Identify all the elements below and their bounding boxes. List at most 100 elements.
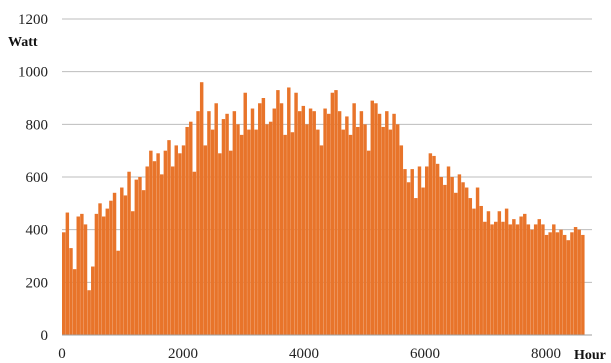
bar (145, 166, 149, 335)
bar (410, 169, 414, 335)
y-tick-label: 0 (41, 328, 49, 344)
bar (461, 182, 465, 335)
bar (370, 100, 375, 335)
bar (308, 108, 313, 335)
bar (272, 108, 276, 335)
bar (479, 205, 483, 335)
bar (247, 129, 251, 335)
bar (464, 187, 469, 335)
x-tick-label: 4000 (289, 346, 319, 362)
bar (301, 105, 306, 336)
bar (497, 211, 502, 335)
bar (178, 153, 182, 335)
bar (65, 212, 70, 335)
bar-series (62, 82, 585, 336)
bar (312, 111, 316, 335)
bar (287, 87, 291, 335)
y-tick-label: 600 (26, 170, 49, 186)
bar (91, 266, 95, 335)
bar (196, 111, 200, 335)
bar (490, 224, 494, 335)
bar (152, 161, 157, 335)
bar (130, 211, 135, 335)
bar (450, 177, 454, 335)
bar (555, 232, 560, 335)
bar (243, 92, 247, 335)
bar (330, 92, 335, 335)
bar (316, 129, 320, 335)
bar (192, 171, 197, 335)
bar (72, 269, 77, 335)
bar (236, 124, 240, 335)
bar (265, 124, 269, 335)
bar (218, 153, 222, 335)
bar (105, 208, 110, 335)
bar (385, 111, 389, 335)
bar (457, 174, 462, 335)
bar (366, 150, 371, 335)
bar (62, 232, 66, 335)
bar (356, 126, 360, 335)
bar (123, 195, 128, 335)
bar (544, 234, 549, 335)
bar (210, 129, 215, 335)
bar (454, 192, 458, 335)
bar (228, 150, 233, 335)
bar (170, 166, 175, 335)
bar (501, 221, 505, 335)
bar (199, 82, 204, 335)
bar (443, 184, 447, 335)
bar (377, 113, 382, 335)
bar (160, 174, 164, 335)
x-tick-label: 2000 (168, 346, 198, 362)
bar (319, 145, 324, 335)
bar (348, 134, 353, 335)
bar (341, 129, 345, 335)
bar (468, 198, 473, 335)
bar (261, 98, 266, 335)
bar (214, 103, 218, 336)
bar (189, 121, 193, 335)
y-tick-label: 200 (26, 275, 49, 291)
bar (526, 224, 531, 335)
y-tick-label: 1200 (18, 12, 48, 28)
bar (435, 163, 440, 335)
x-tick-label: 6000 (410, 346, 440, 362)
bar (345, 116, 349, 336)
bar (475, 187, 480, 335)
y-axis-title: Watt (8, 35, 38, 50)
bar (403, 169, 407, 335)
bar (392, 113, 396, 335)
bar (566, 240, 571, 335)
bar (388, 129, 393, 335)
bar (120, 187, 124, 335)
bar (446, 166, 451, 335)
bar (504, 208, 509, 335)
bar (439, 177, 443, 335)
bar (156, 153, 160, 335)
bar (290, 132, 295, 335)
bar (381, 126, 385, 335)
bar (138, 177, 142, 335)
bar (94, 213, 99, 335)
y-tick-label: 400 (26, 223, 49, 239)
bar (523, 213, 527, 335)
bar (112, 192, 117, 335)
bar (305, 124, 309, 335)
bar (337, 111, 342, 335)
bar (149, 150, 153, 335)
bar (428, 153, 433, 335)
bar (406, 182, 411, 335)
bar (519, 216, 523, 335)
bar (508, 224, 512, 335)
bar (537, 219, 541, 335)
bar (552, 224, 556, 335)
bar (268, 121, 273, 335)
bar (414, 198, 418, 335)
y-tick-labels: 0 200 400 600 800 1000 1200 (18, 12, 48, 344)
bar (134, 179, 139, 335)
x-tick-label: 8000 (531, 346, 561, 362)
bar (493, 221, 498, 335)
bar (472, 208, 476, 335)
bar (577, 229, 581, 335)
